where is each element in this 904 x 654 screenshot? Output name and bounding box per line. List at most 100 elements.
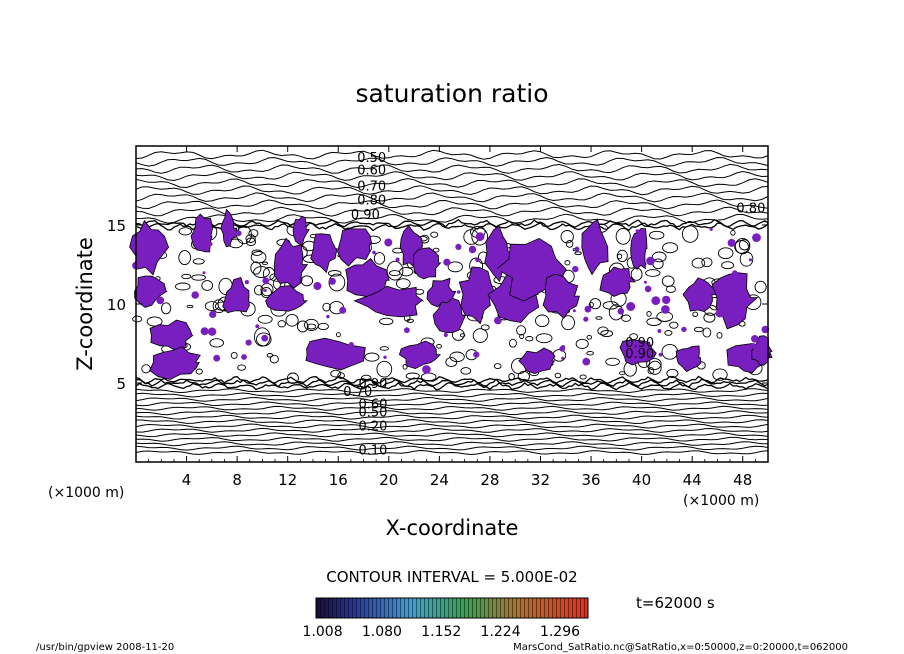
supersaturated-region (619, 339, 657, 366)
supersaturated-region (675, 345, 702, 373)
contour-loop (717, 247, 734, 260)
contour-loop (649, 230, 665, 240)
contour-line (135, 441, 769, 447)
contour-label: 0.20 (359, 420, 388, 435)
contour-loop (175, 282, 191, 291)
contour-loop (661, 343, 679, 360)
supersaturated-speck (449, 307, 453, 312)
supersaturated-speck (213, 354, 221, 362)
contour-loop (661, 275, 675, 287)
contour-loop (379, 346, 389, 351)
supersaturated-speck (475, 232, 485, 242)
contour-line (135, 436, 769, 442)
x-tick-label: 48 (733, 471, 752, 489)
contour-loop (586, 350, 594, 356)
contour-loop (586, 334, 593, 340)
supersaturated-speck (455, 243, 462, 250)
contour-line (135, 206, 769, 217)
colorbar (315, 597, 589, 619)
contour-line (135, 427, 769, 433)
contour-loop (335, 332, 341, 338)
contour-loop (621, 314, 631, 322)
contour-label: 0.90 (625, 336, 654, 351)
contour-loop (373, 252, 386, 265)
contour-loop (565, 240, 574, 248)
contour-loop (493, 363, 502, 370)
contour-loop (517, 370, 530, 382)
contour-loop (447, 261, 463, 273)
contour-loop (405, 372, 420, 380)
x-tick-label: 32 (531, 471, 550, 489)
contour-loop (691, 257, 706, 269)
contour-loop (600, 329, 614, 338)
contour-loop (662, 242, 679, 254)
contour-loop (754, 280, 767, 294)
contour-loop (266, 353, 274, 358)
contour-loop (561, 315, 575, 331)
colorbar-tick-label: 1.080 (362, 624, 402, 640)
colorbar-tick-label: 1.296 (540, 624, 580, 640)
supersaturated-speck (263, 289, 267, 292)
contour-line (135, 156, 769, 167)
supersaturated-speck (443, 258, 451, 266)
supersaturated-speck (348, 342, 354, 348)
y-tick-label: 15 (107, 217, 126, 235)
contour-loop (449, 351, 465, 363)
contour-loop (286, 372, 299, 384)
supersaturated-speck (207, 327, 217, 336)
supersaturated-region (292, 215, 310, 246)
contour-loop (245, 234, 256, 243)
footer-right: MarsCond_SatRatio.nc@SatRatio,x=0:50000,… (513, 642, 848, 653)
supersaturated-speck (657, 329, 662, 333)
colorbar-tick-label: 1.008 (303, 624, 343, 640)
supersaturated-region (398, 340, 442, 370)
supersaturated-speck (733, 319, 739, 325)
supersaturated-region (630, 228, 648, 270)
supersaturated-region (149, 319, 194, 352)
supersaturated-speck (584, 305, 592, 313)
contour-loop (420, 372, 437, 382)
x-tick-label: 24 (430, 471, 449, 489)
supersaturated-speck (422, 365, 431, 374)
supersaturated-speck (752, 233, 761, 243)
contour-loop (508, 338, 517, 348)
supersaturated-speck (561, 345, 566, 349)
contour-label: 0.60 (359, 398, 388, 413)
contour-loop (472, 328, 488, 343)
contour-line (135, 170, 769, 182)
supersaturated-region (337, 228, 373, 267)
contour-loop (237, 364, 246, 371)
contour-loop (619, 371, 626, 376)
contour-line (135, 401, 769, 407)
supersaturated-speck (560, 295, 567, 301)
colorbar-tick-label: 1.152 (421, 624, 461, 640)
contour-label: 0.70 (357, 180, 386, 195)
contour-line (135, 178, 769, 189)
supersaturated-speck (209, 310, 217, 318)
y-tick-label: 10 (107, 296, 126, 314)
contour-loop (630, 267, 643, 281)
contour-loop (554, 372, 562, 379)
contour-loop (132, 315, 143, 323)
contour-line (135, 405, 769, 411)
contour-label: 0.80 (357, 194, 386, 209)
x-tick-label: 16 (329, 471, 348, 489)
contour-loop (195, 368, 203, 375)
contour-loop (734, 240, 749, 254)
contour-loop (254, 284, 264, 296)
supersaturated-speck (245, 339, 252, 346)
contour-label: 0.90 (359, 377, 388, 392)
supersaturated-speck (235, 230, 242, 237)
contour-loop (525, 336, 534, 342)
supersaturated-speck (156, 296, 165, 305)
contour-label: 0.80 (736, 202, 765, 217)
contour-line (135, 199, 769, 210)
colorbar-tick-label: 1.224 (481, 624, 521, 640)
supersaturated-speck (207, 241, 213, 247)
contour-loop (327, 270, 342, 277)
supersaturated-region (305, 337, 366, 371)
supersaturated-speck (443, 332, 448, 338)
contour-loop (251, 249, 263, 256)
contour-loop (721, 261, 735, 270)
contour-loop (178, 250, 192, 266)
